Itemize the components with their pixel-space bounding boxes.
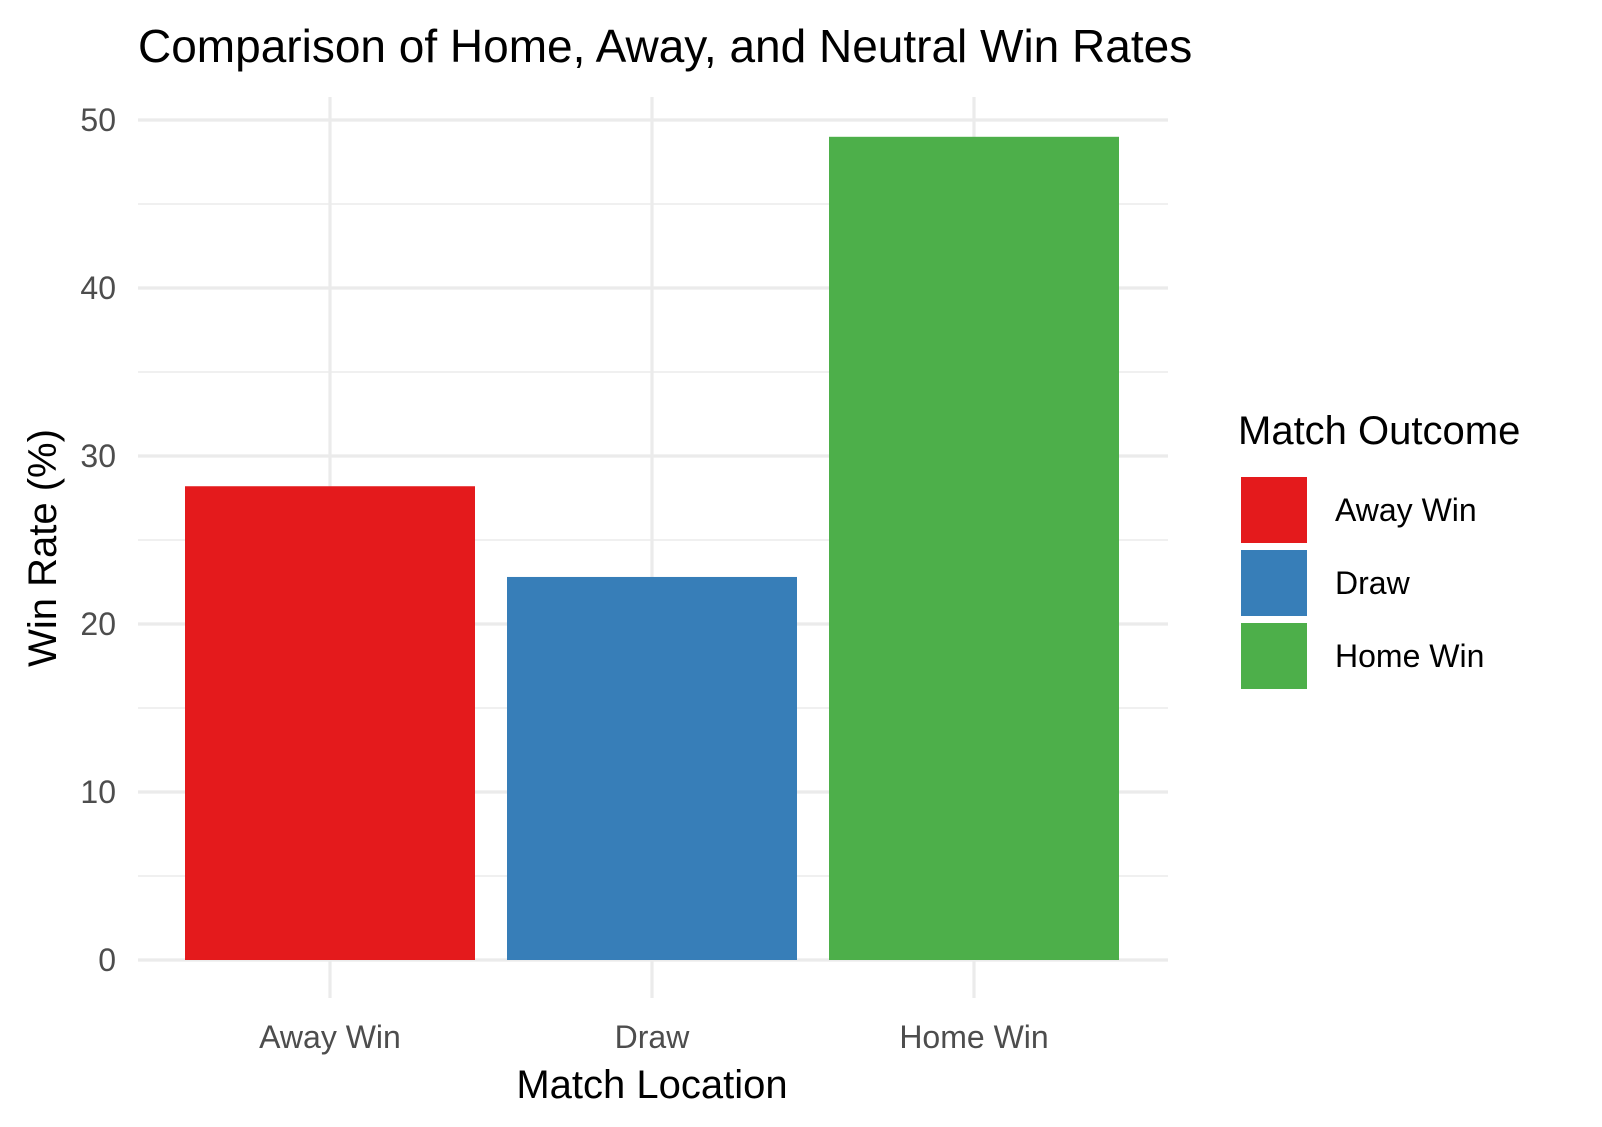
y-tick-label: 0 (98, 942, 116, 978)
legend-label: Away Win (1335, 492, 1477, 528)
y-tick-label: 50 (80, 102, 116, 138)
legend-title: Match Outcome (1238, 409, 1520, 453)
legend-label: Draw (1335, 565, 1411, 601)
legend-key-draw (1241, 550, 1307, 616)
x-tick-label: Away Win (259, 1019, 401, 1055)
x-axis-title: Match Location (516, 1063, 787, 1107)
x-tick-label: Draw (615, 1019, 691, 1055)
legend-key-away-win (1241, 477, 1307, 543)
bars (185, 136, 1119, 961)
legend-label: Home Win (1335, 638, 1484, 674)
chart-title: Comparison of Home, Away, and Neutral Wi… (138, 20, 1192, 72)
bar-home-win (829, 136, 1119, 961)
bar-away-win (185, 486, 475, 960)
y-tick-label: 40 (80, 270, 116, 306)
legend: Match Outcome Away Win Draw Home Win (1238, 409, 1520, 689)
y-tick-label: 10 (80, 774, 116, 810)
y-axis-title: Win Rate (%) (21, 429, 65, 667)
legend-items: Away Win Draw Home Win (1241, 477, 1484, 689)
tick-labels: 0 10 20 30 40 50 Away Win Draw Home Win (80, 102, 1048, 1055)
y-tick-label: 20 (80, 606, 116, 642)
x-tick-label: Home Win (899, 1019, 1048, 1055)
y-tick-label: 30 (80, 438, 116, 474)
bar-draw (507, 576, 797, 960)
legend-key-home-win (1241, 623, 1307, 689)
